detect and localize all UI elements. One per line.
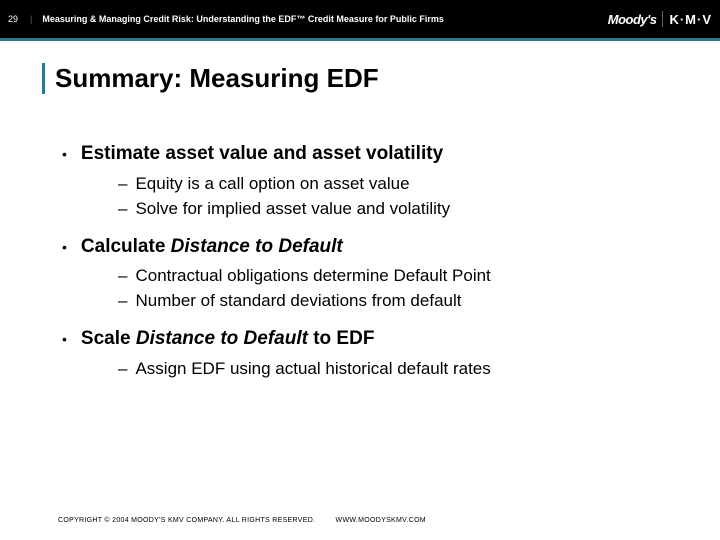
sub-bullet-text: Contractual obligations determine Defaul… — [135, 265, 490, 288]
bullet-dot-icon: • — [62, 330, 67, 350]
logo-area: Moody's K·M·V — [608, 11, 712, 27]
dash-icon: – — [118, 174, 127, 194]
content-area: • Estimate asset value and asset volatil… — [62, 142, 720, 381]
copyright-text: COPYRIGHT © 2004 MOODY'S KMV COMPANY. AL… — [58, 517, 315, 524]
sub-bullet-block: – Assign EDF using actual historical def… — [118, 358, 680, 381]
sub-bullet-item: – Number of standard deviations from def… — [118, 290, 680, 313]
bullet-item: • Calculate Distance to Default — [62, 235, 680, 260]
header-bar: 29 | Measuring & Managing Credit Risk: U… — [0, 0, 720, 38]
bullet-italic: Distance to Default — [171, 236, 343, 257]
bullet-italic: Distance to Default — [136, 328, 308, 349]
teal-accent-line — [0, 38, 720, 41]
bullet-text: Calculate Distance to Default — [81, 235, 343, 260]
sub-bullet-item: – Contractual obligations determine Defa… — [118, 265, 680, 288]
sub-bullet-block: – Equity is a call option on asset value… — [118, 173, 680, 221]
bullet-item: • Scale Distance to Default to EDF — [62, 327, 680, 352]
dash-icon: – — [118, 199, 127, 219]
sub-bullet-text: Equity is a call option on asset value — [135, 173, 409, 196]
header-title: Measuring & Managing Credit Risk: Unders… — [42, 14, 607, 24]
bullet-text: Scale Distance to Default to EDF — [81, 327, 375, 352]
bullet-prefix: Calculate — [81, 236, 171, 257]
bullet-item: • Estimate asset value and asset volatil… — [62, 142, 680, 167]
dash-icon: – — [118, 291, 127, 311]
footer-url: WWW.MOODYSKMV.COM — [336, 517, 426, 524]
bullet-dot-icon: • — [62, 238, 67, 258]
bullet-suffix: to EDF — [308, 328, 375, 349]
logo-separator — [662, 11, 663, 27]
dash-icon: – — [118, 359, 127, 379]
kmv-logo: K·M·V — [669, 12, 712, 27]
bullet-dot-icon: • — [62, 145, 67, 165]
sub-bullet-block: – Contractual obligations determine Defa… — [118, 265, 680, 313]
moodys-logo: Moody's — [608, 12, 657, 27]
sub-bullet-text: Number of standard deviations from defau… — [135, 290, 461, 313]
sub-bullet-item: – Solve for implied asset value and vola… — [118, 198, 680, 221]
sub-bullet-item: – Assign EDF using actual historical def… — [118, 358, 680, 381]
sub-bullet-text: Solve for implied asset value and volati… — [135, 198, 450, 221]
bullet-prefix: Scale — [81, 328, 136, 349]
sub-bullet-text: Assign EDF using actual historical defau… — [135, 358, 490, 381]
header-divider: | — [30, 14, 32, 24]
footer: COPYRIGHT © 2004 MOODY'S KMV COMPANY. AL… — [58, 517, 426, 524]
dash-icon: – — [118, 266, 127, 286]
bullet-text: Estimate asset value and asset volatilit… — [81, 142, 443, 167]
slide-title: Summary: Measuring EDF — [42, 63, 720, 94]
sub-bullet-item: – Equity is a call option on asset value — [118, 173, 680, 196]
page-number: 29 — [8, 14, 18, 24]
